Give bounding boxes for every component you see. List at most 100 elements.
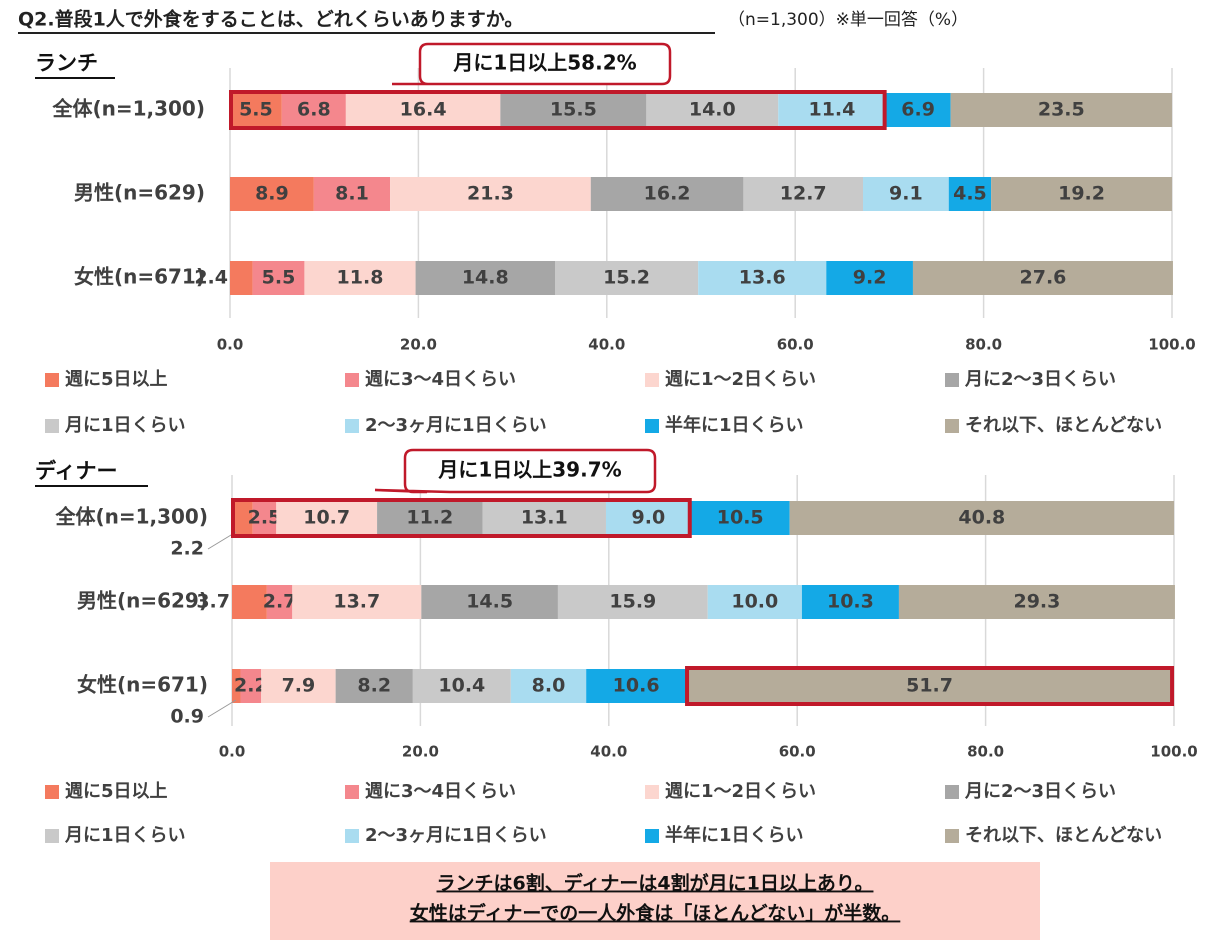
value-label: 2.2 xyxy=(170,538,204,560)
value-label: 11.4 xyxy=(808,99,855,121)
category-label: 女性(n=671) xyxy=(77,673,208,697)
category-label: 全体(n=1,300) xyxy=(54,505,208,529)
category-label: 全体(n=1,300) xyxy=(51,97,205,121)
legend-swatch xyxy=(45,373,59,387)
value-label: 10.6 xyxy=(613,675,660,697)
legend-swatch xyxy=(345,829,359,843)
value-label: 13.6 xyxy=(739,267,786,289)
value-label: 16.4 xyxy=(400,99,447,121)
value-label: 11.8 xyxy=(337,267,384,289)
bar-segment xyxy=(863,177,949,211)
value-label: 14.8 xyxy=(462,267,509,289)
value-label: 8.1 xyxy=(335,183,369,205)
legend-swatch xyxy=(345,373,359,387)
bar-segment xyxy=(686,669,1174,703)
x-tick-label: 80.0 xyxy=(965,336,1002,354)
value-label: 8.2 xyxy=(357,675,391,697)
value-label: 0.9 xyxy=(170,706,204,728)
legend-label: 週に1～2日くらい xyxy=(665,369,816,390)
value-label: 2.2 xyxy=(234,675,268,697)
bar-segment xyxy=(912,261,1173,295)
bar-segment xyxy=(948,177,992,211)
bar-segment xyxy=(590,177,744,211)
bar-segment xyxy=(605,501,691,535)
value-label: 13.7 xyxy=(333,591,380,613)
legend-label: 週に5日以上 xyxy=(65,369,168,390)
bar-segment xyxy=(230,93,282,127)
bar-segment xyxy=(557,585,708,619)
legend-label: 半年に1日くらい xyxy=(665,824,804,846)
value-label: 10.0 xyxy=(731,591,778,613)
x-tick-label: 60.0 xyxy=(779,743,816,761)
x-tick-label: 80.0 xyxy=(967,743,1004,761)
legend-label: 2～3ヶ月に1日くらい xyxy=(365,415,547,436)
value-label: 10.3 xyxy=(827,591,874,613)
value-label: 13.1 xyxy=(521,507,568,529)
value-label: 9.2 xyxy=(853,267,887,289)
value-label: 12.7 xyxy=(780,183,827,205)
legend-swatch xyxy=(345,419,359,433)
bar-segment xyxy=(801,585,899,619)
legend-swatch xyxy=(645,419,659,433)
value-label: 8.9 xyxy=(255,183,289,205)
bar-segment xyxy=(991,177,1172,211)
bar-segment xyxy=(276,501,378,535)
bar-segment xyxy=(898,585,1175,619)
value-label: 15.9 xyxy=(609,591,656,613)
value-label: 10.7 xyxy=(303,507,350,529)
value-label: 2.4 xyxy=(194,267,228,289)
x-tick-label: 0.0 xyxy=(219,743,246,761)
x-tick-label: 20.0 xyxy=(402,743,439,761)
category-label: 男性(n=629) xyxy=(74,181,205,205)
value-label: 8.0 xyxy=(532,675,566,697)
legend-label: 半年に1日くらい xyxy=(665,414,804,436)
note: （n=1,300）※単一回答（%） xyxy=(728,10,968,30)
value-label: 5.5 xyxy=(239,99,273,121)
value-label: 19.2 xyxy=(1058,183,1105,205)
value-label: 6.8 xyxy=(297,99,331,121)
legend-label: 週に3～4日くらい xyxy=(365,369,516,390)
legend-label: 週に3～4日くらい xyxy=(365,781,516,802)
bar-segment xyxy=(743,177,864,211)
bar-segment xyxy=(778,93,886,127)
summary-line: ランチは6割、ディナーは4割が月に1日以上あり。 xyxy=(437,872,874,895)
legend-swatch xyxy=(645,829,659,843)
leader-line xyxy=(207,699,237,718)
bar-segment xyxy=(230,177,314,211)
chart-title: ディナー xyxy=(35,459,118,483)
value-label: 14.0 xyxy=(689,99,736,121)
legend-swatch xyxy=(45,829,59,843)
value-label: 6.9 xyxy=(901,99,935,121)
bar-segment xyxy=(292,585,422,619)
legend-swatch xyxy=(45,419,59,433)
value-label: 5.5 xyxy=(262,267,296,289)
legend-swatch xyxy=(645,373,659,387)
bar-segment xyxy=(232,501,253,535)
bar-segment xyxy=(345,93,501,127)
x-tick-label: 40.0 xyxy=(590,743,627,761)
bar-segment xyxy=(281,93,346,127)
legend-swatch xyxy=(45,785,59,799)
x-tick-label: 0.0 xyxy=(217,336,244,354)
bar-segment xyxy=(266,585,293,619)
legend-swatch xyxy=(645,785,659,799)
bar-segment xyxy=(586,669,687,703)
value-label: 15.5 xyxy=(550,99,597,121)
value-label: 40.8 xyxy=(958,507,1005,529)
bar-segment xyxy=(789,501,1174,535)
bar-segment xyxy=(510,669,587,703)
legend-swatch xyxy=(945,419,959,433)
legend-swatch xyxy=(945,829,959,843)
legend-label: それ以下、ほとんどない xyxy=(965,415,1162,436)
bar-segment xyxy=(826,261,913,295)
highlight-box xyxy=(685,666,1175,706)
callout-box xyxy=(392,42,672,86)
highlight-box xyxy=(229,90,887,130)
legend-label: 2～3ヶ月に1日くらい xyxy=(365,825,547,846)
callout-text: 月に1日以上39.7% xyxy=(437,458,621,482)
legend-swatch xyxy=(945,373,959,387)
bar-segment xyxy=(421,585,558,619)
summary-box xyxy=(270,862,1040,940)
bar-segment xyxy=(230,261,253,295)
legend-swatch xyxy=(345,785,359,799)
